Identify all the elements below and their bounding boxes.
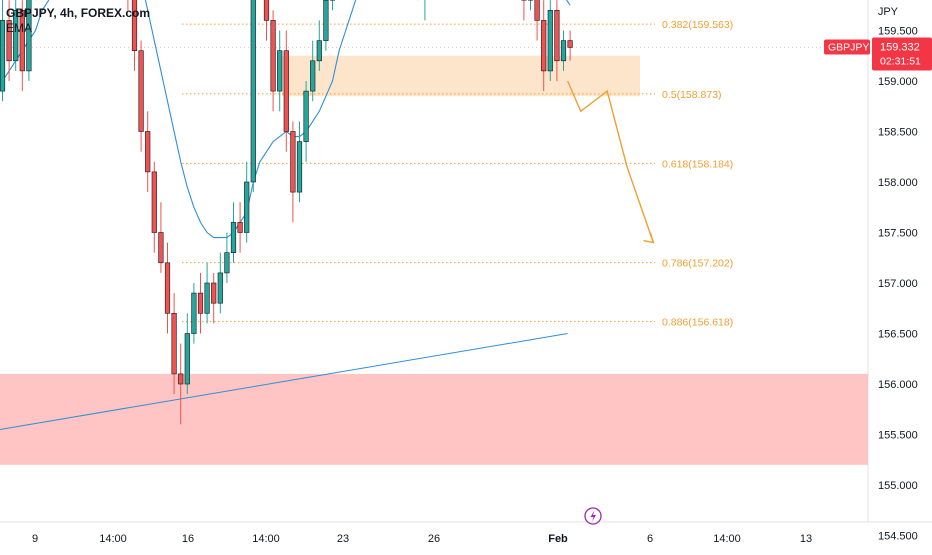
fib-orange-label: 0.5(158.873) (662, 89, 722, 101)
candle-body (297, 142, 302, 193)
time-tick-label: 14:00 (99, 533, 127, 545)
candle-body (548, 10, 553, 71)
candle-body (225, 253, 230, 273)
candle-body (277, 51, 282, 91)
time-tick-label: 26 (428, 533, 440, 545)
projection-path (568, 81, 654, 243)
price-tick-label: 158.000 (878, 177, 918, 189)
symbol-badge-label: GBPJPY (828, 41, 869, 53)
candle-body (218, 273, 223, 303)
candle-body (310, 61, 315, 91)
fib-orange-label: 0.886(156.618) (662, 317, 733, 329)
candle-body (535, 0, 540, 20)
candle-body (152, 172, 157, 233)
currency-unit: JPY (878, 6, 898, 18)
candle-body (555, 10, 560, 61)
candle-body (178, 374, 183, 384)
candle-body (145, 132, 150, 172)
candle-body (541, 20, 546, 71)
candle-body (172, 313, 177, 374)
countdown-label: 02:31:51 (880, 55, 921, 67)
time-tick-label: 9 (32, 533, 38, 545)
fib-orange-label: 0.786(157.202) (662, 258, 733, 270)
candle-body (568, 41, 573, 48)
candle-body (317, 41, 322, 61)
chart-legend: GBPJPY, 4h, FOREX.com EMA (6, 6, 150, 36)
price-tick-label: 155.500 (878, 430, 918, 442)
candle-body (159, 233, 164, 263)
candle-body (192, 293, 197, 333)
candle-body (238, 222, 243, 232)
price-tick-label: 159.000 (878, 76, 918, 88)
time-tick-label: 14:00 (252, 533, 280, 545)
candle-body (304, 91, 309, 142)
fib-orange-label: 0.382(159.563) (662, 19, 733, 31)
candle-body (284, 51, 289, 132)
time-tick-label: 23 (337, 533, 349, 545)
candle-body (251, 0, 256, 182)
candle-body (139, 51, 144, 132)
candle-body (324, 0, 329, 40)
time-tick-label: Feb (548, 533, 568, 545)
candle-body (211, 283, 216, 303)
candle-body (205, 283, 210, 313)
candle-body (231, 222, 236, 252)
indicator-label: EMA (6, 21, 150, 36)
candle-body (291, 132, 296, 193)
price-tick-label: 156.500 (878, 329, 918, 341)
time-tick-label: 13 (800, 533, 812, 545)
zone-1 (282, 56, 640, 96)
candle-body (244, 182, 249, 233)
price-tick-label: 156.000 (878, 379, 918, 391)
candle-body (271, 20, 276, 91)
fib-orange-label: 0.618(158.184) (662, 158, 733, 170)
price-tick-label: 158.500 (878, 127, 918, 139)
candle-body (0, 20, 5, 91)
projection-arrowhead (643, 233, 653, 243)
time-tick-label: 16 (182, 533, 194, 545)
candle-body (185, 334, 190, 385)
candle-body (165, 263, 170, 314)
candle-body (198, 293, 203, 313)
price-tick-label: 157.500 (878, 228, 918, 240)
zone-2 (0, 374, 868, 465)
candle-body (561, 41, 566, 61)
candle-body (264, 0, 269, 20)
price-tick-label: 159.500 (878, 26, 918, 38)
price-badge-value: 159.332 (880, 41, 920, 53)
time-tick-label: 14:00 (713, 533, 741, 545)
price-tick-label: 157.000 (878, 278, 918, 290)
price-tick-label: 154.500 (878, 531, 918, 543)
lightning-icon-bolt (591, 511, 597, 522)
symbol-title: GBPJPY, 4h, FOREX.com (6, 6, 150, 21)
time-tick-label: 6 (647, 533, 653, 545)
price-tick-label: 155.000 (878, 480, 918, 492)
